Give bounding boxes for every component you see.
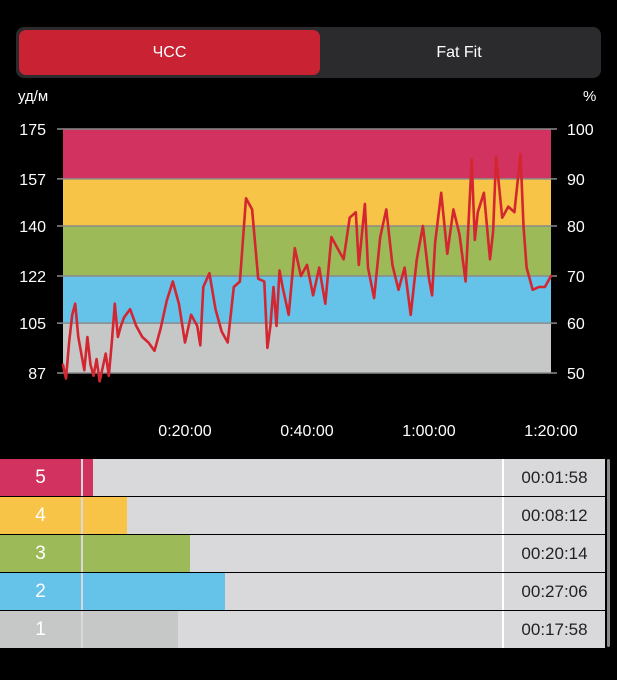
- zone-divider: [502, 535, 504, 572]
- zone-time: 00:17:58: [521, 619, 588, 639]
- zone-band-5: [63, 129, 551, 179]
- metric-toggle: ЧСС Fat Fit: [16, 27, 601, 78]
- zone-time: 00:27:06: [521, 581, 588, 601]
- zone-label: 1: [0, 611, 81, 648]
- zone-band-1: [63, 323, 551, 373]
- right-tick-label: 70: [567, 269, 585, 286]
- zone-row-1: 1 00:17:58: [0, 611, 605, 648]
- scrollbar[interactable]: [607, 459, 610, 647]
- left-tick-label: 87: [28, 366, 46, 383]
- right-tick-label: 80: [567, 219, 585, 236]
- zone-time: 00:08:12: [521, 505, 588, 525]
- zone-divider: [502, 459, 504, 496]
- zone-bar: [83, 459, 93, 496]
- left-tick-label: 140: [19, 219, 46, 236]
- zone-band-2: [63, 275, 551, 324]
- x-tick-label: 0:20:00: [158, 423, 211, 440]
- right-tick-label: 90: [567, 172, 585, 189]
- hr-series-line: [61, 152, 553, 383]
- right-tick-label: 60: [567, 316, 585, 333]
- zone-label: 3: [0, 535, 81, 572]
- zone-label: 4: [0, 497, 81, 534]
- zone-bar: [83, 497, 127, 534]
- left-tick-label: 105: [19, 316, 46, 333]
- x-tick-label: 1:00:00: [402, 423, 455, 440]
- zone-time: 00:01:58: [521, 467, 588, 487]
- left-tick-label: 122: [19, 269, 46, 286]
- left-tick-label: 175: [19, 122, 46, 139]
- zone-divider: [502, 573, 504, 610]
- tab-hr[interactable]: ЧСС: [19, 30, 320, 75]
- zone-label: 5: [0, 459, 81, 496]
- right-axis-unit: %: [583, 88, 597, 105]
- right-tick-label: 50: [567, 366, 585, 383]
- zone-bar: [83, 611, 178, 648]
- hr-chart: 175 100 157 90 140 80 122 70 105 60 87 50 0:20:00 0:4…: [19, 122, 594, 440]
- tab-fat-fit[interactable]: Fat Fit: [436, 43, 482, 61]
- zone-bar: [83, 535, 190, 572]
- zone-divider: [502, 611, 504, 648]
- zone-label: 2: [0, 573, 81, 610]
- x-tick-label: 1:20:00: [524, 423, 577, 440]
- zone-row-3: 3 00:20:14: [0, 535, 605, 572]
- zone-row-5: 5 00:01:58: [0, 459, 605, 496]
- left-axis-unit: уд/м: [18, 88, 49, 105]
- x-tick-label: 0:40:00: [280, 423, 333, 440]
- zone-row-4: 4 00:08:12: [0, 497, 605, 534]
- zone-row-2: 2 00:27:06: [0, 573, 605, 610]
- zone-bar: [83, 573, 225, 610]
- left-tick-label: 157: [19, 172, 46, 189]
- right-tick-label: 100: [567, 122, 594, 139]
- zone-time: 00:20:14: [521, 543, 588, 563]
- zone-divider: [502, 497, 504, 534]
